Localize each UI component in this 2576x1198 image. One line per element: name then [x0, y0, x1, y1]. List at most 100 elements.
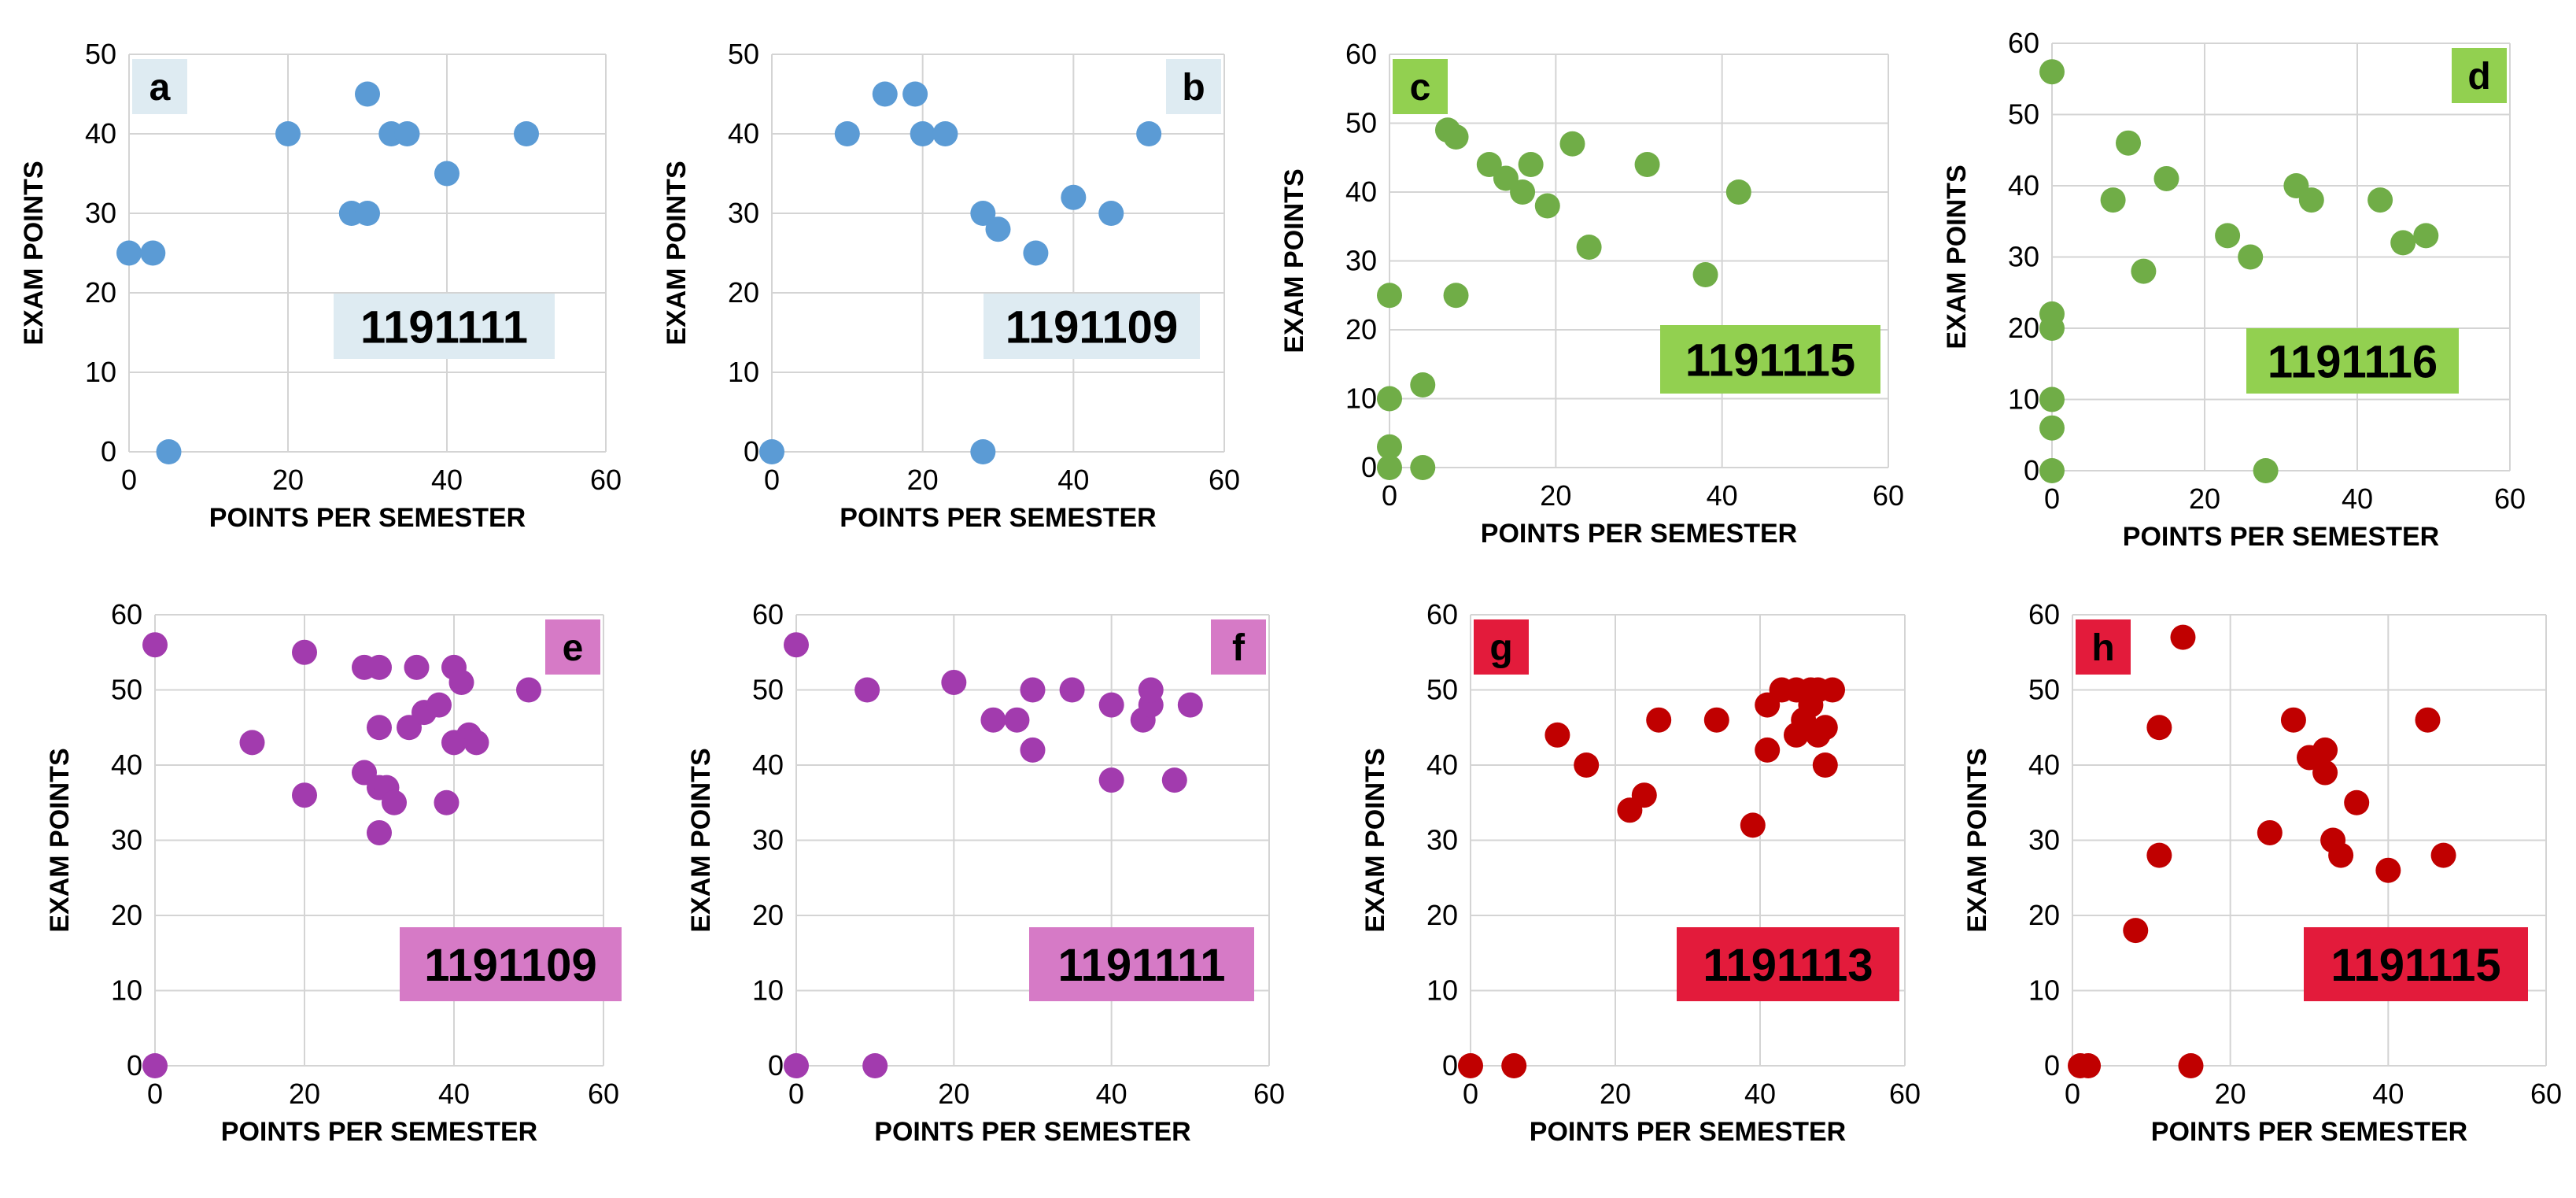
data-point	[1646, 707, 1672, 733]
data-point	[1377, 434, 1402, 460]
y-axis-title: EXAM POINTS	[1279, 168, 1309, 353]
panel-letter-box	[1166, 59, 1221, 114]
y-tick-label: 10	[728, 356, 759, 388]
data-point	[1576, 235, 1602, 260]
y-axis-title: EXAM POINTS	[45, 748, 75, 932]
y-tick-label: 10	[1345, 383, 1377, 415]
class-id-box	[2246, 328, 2459, 394]
data-point	[1755, 737, 1781, 763]
y-tick-label: 30	[2008, 241, 2039, 273]
y-tick-label: 10	[111, 974, 142, 1007]
y-tick-label: 30	[2028, 824, 2060, 856]
data-point	[1138, 677, 1164, 703]
y-tick-label: 50	[111, 674, 142, 706]
data-point	[142, 1053, 168, 1078]
class-id-box	[400, 927, 622, 1001]
data-point	[1458, 1053, 1483, 1078]
data-point	[2039, 458, 2065, 483]
data-point	[2146, 715, 2172, 741]
data-point	[426, 692, 452, 718]
y-tick-label: 0	[2024, 454, 2039, 486]
data-point	[970, 201, 996, 226]
y-axis-title: EXAM POINTS	[1962, 748, 1992, 932]
y-tick-label: 0	[1442, 1049, 1458, 1082]
x-tick-label: 0	[1382, 479, 1397, 512]
y-axis-title: EXAM POINTS	[19, 161, 49, 345]
data-point	[1574, 752, 1600, 778]
y-tick-label: 20	[2008, 312, 2039, 344]
data-point	[2153, 165, 2179, 191]
data-point	[2039, 59, 2065, 85]
data-point	[2257, 819, 2283, 845]
y-tick-label: 50	[1345, 107, 1377, 139]
class-id-label: 1191115	[2331, 940, 2500, 991]
data-point	[1518, 152, 1544, 177]
x-axis-title: POINTS PER SEMESTER	[874, 1117, 1190, 1147]
data-point	[1740, 812, 1766, 838]
data-point	[514, 121, 539, 146]
data-point	[2215, 223, 2241, 249]
data-point	[2076, 1053, 2102, 1078]
data-point	[980, 707, 1006, 733]
data-point	[1098, 767, 1124, 793]
y-tick-label: 60	[752, 598, 784, 630]
data-point	[854, 677, 880, 703]
y-tick-label: 0	[768, 1049, 784, 1082]
data-point	[463, 730, 489, 756]
data-point	[1534, 193, 1560, 219]
y-tick-label: 0	[1361, 451, 1377, 483]
data-point	[2039, 386, 2065, 412]
panel-g: 0 20 40 60 0 10 20 30 40 50 60 POINTS PER SEMESTER E…	[1360, 598, 1921, 1147]
data-point	[1059, 677, 1085, 703]
panel-a: 0 20 40 60 0 10 20 30 40 50 POINTS PER SEMESTER EXA…	[19, 38, 622, 533]
data-point	[2238, 244, 2264, 270]
data-point	[382, 789, 407, 815]
data-point	[1559, 131, 1585, 157]
y-tick-label: 20	[2028, 899, 2060, 931]
data-point	[932, 121, 958, 146]
data-point	[2253, 458, 2279, 483]
data-point	[404, 654, 430, 680]
data-point	[140, 240, 166, 266]
x-tick-label: 20	[1600, 1078, 1631, 1110]
y-tick-label: 20	[1345, 313, 1377, 346]
class-id-label: 1191115	[1685, 335, 1855, 386]
panel-b: 0 20 40 60 0 10 20 30 40 50 POINTS PER SEMESTER EXA…	[662, 38, 1240, 533]
data-point	[1020, 677, 1046, 703]
y-tick-label: 60	[2008, 27, 2039, 59]
data-point	[1631, 782, 1657, 808]
x-tick-label: 40	[2372, 1078, 2404, 1110]
x-tick-label: 60	[2494, 483, 2526, 515]
data-point	[2312, 737, 2338, 763]
x-axis-title: POINTS PER SEMESTER	[1530, 1117, 1846, 1147]
data-point	[1725, 179, 1751, 205]
y-tick-label: 20	[752, 899, 784, 931]
x-tick-label: 20	[907, 464, 939, 496]
panel-letter-box	[2452, 48, 2507, 103]
x-tick-label: 0	[1463, 1078, 1478, 1110]
data-point	[1501, 1053, 1527, 1078]
data-point	[2375, 857, 2401, 883]
y-tick-label: 30	[111, 824, 142, 856]
data-point	[985, 216, 1011, 242]
x-tick-label: 40	[1744, 1078, 1776, 1110]
y-tick-label: 10	[2008, 383, 2039, 416]
x-tick-label: 40	[431, 464, 463, 496]
data-point	[2367, 187, 2393, 213]
data-point	[116, 240, 142, 266]
data-point	[2413, 223, 2439, 249]
data-point	[1004, 707, 1030, 733]
x-tick-label: 20	[2189, 483, 2220, 515]
x-tick-label: 0	[788, 1078, 804, 1110]
data-point	[239, 730, 265, 756]
data-point	[2116, 130, 2141, 156]
y-axis-title: EXAM POINTS	[1360, 748, 1390, 932]
data-point	[2039, 316, 2065, 341]
y-tick-label: 20	[728, 276, 759, 309]
data-point	[2131, 258, 2157, 284]
class-id-box	[1029, 927, 1254, 1001]
x-axis-title: POINTS PER SEMESTER	[221, 1117, 537, 1147]
panel-letter-box	[132, 59, 187, 114]
data-point	[1136, 121, 1162, 146]
data-point	[367, 715, 392, 741]
